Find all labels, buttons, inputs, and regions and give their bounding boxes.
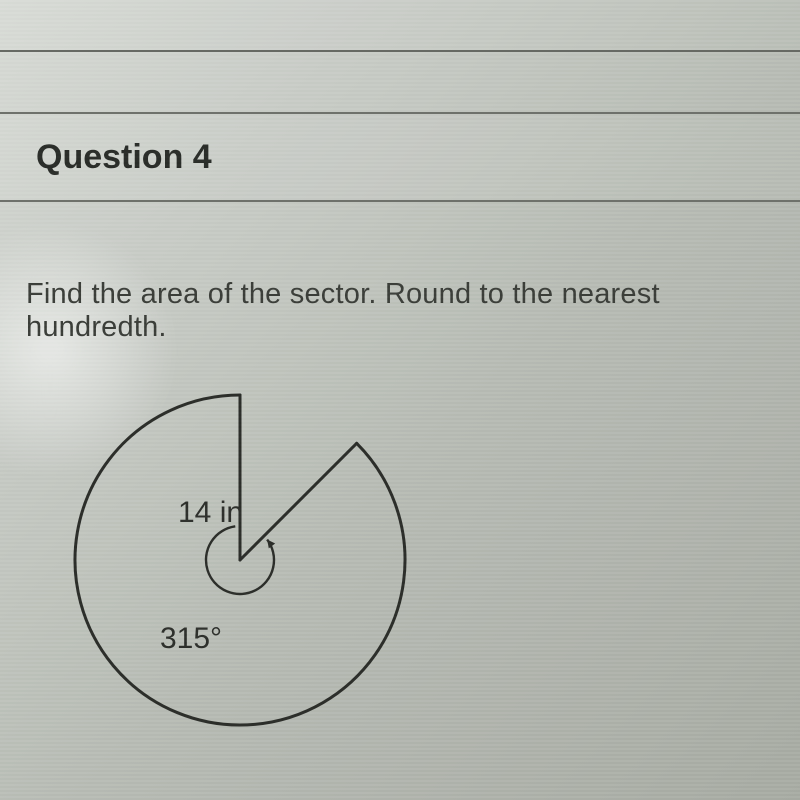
angle-label: 315° xyxy=(160,622,222,655)
question-header: Question 4 xyxy=(0,112,800,202)
radius-label: 14 in xyxy=(178,496,243,529)
sector-svg: 14 in 315° xyxy=(60,380,420,740)
question-number: Question 4 xyxy=(36,138,212,177)
sector-figure: 14 in 315° xyxy=(60,380,420,740)
previous-question-edge xyxy=(0,0,800,52)
question-prompt: Find the area of the sector. Round to th… xyxy=(26,278,800,344)
